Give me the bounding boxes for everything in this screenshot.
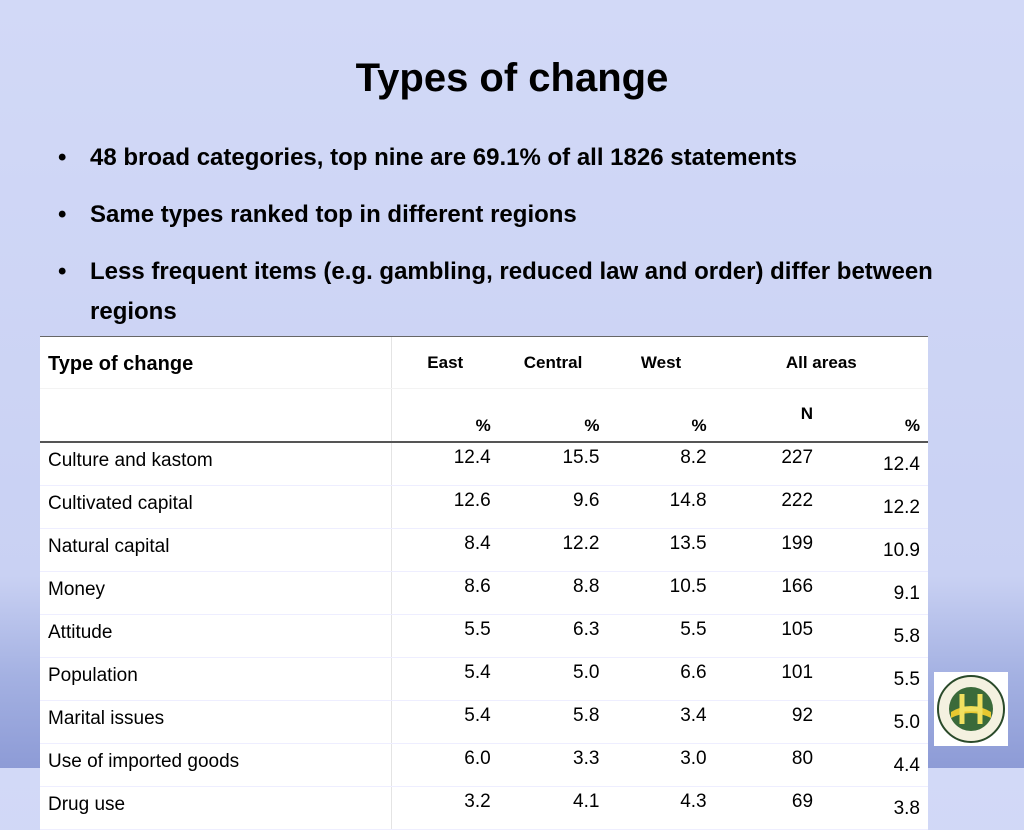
table-row: Cultivated capital 12.6 9.6 14.8 222 12.2 <box>40 485 928 529</box>
table-cell: 12.6 <box>391 485 499 529</box>
table-cell: 4.4 <box>821 743 928 787</box>
table-cell: 6.6 <box>607 657 715 701</box>
table-cell: 227 <box>714 442 822 486</box>
table-cell: 5.8 <box>498 700 608 744</box>
table-cell: 3.2 <box>391 786 499 830</box>
table-cell: 5.4 <box>391 700 499 744</box>
row-label: Drug use <box>40 786 392 830</box>
table-cell: 3.3 <box>498 743 608 787</box>
table-cell: 12.2 <box>821 485 928 529</box>
table-cell: 5.5 <box>607 614 715 658</box>
unit-cell <box>40 388 392 443</box>
header-cell: West <box>607 337 715 389</box>
table-row: Attitude 5.5 6.3 5.5 105 5.8 <box>40 614 928 658</box>
table-cell: 8.6 <box>391 571 499 615</box>
bullet: 48 broad categories, top nine are 69.1% … <box>56 138 996 178</box>
table-cell: 5.4 <box>391 657 499 701</box>
table-cell: 3.4 <box>607 700 715 744</box>
row-label: Natural capital <box>40 528 392 572</box>
table-cell: 166 <box>714 571 822 615</box>
unit-cell: % <box>607 388 715 443</box>
table-cell: 5.0 <box>498 657 608 701</box>
table-row: Population 5.4 5.0 6.6 101 5.5 <box>40 657 928 701</box>
unit-cell: % <box>391 388 499 443</box>
table-cell: 8.2 <box>607 442 715 486</box>
table-row: Culture and kastom 12.4 15.5 8.2 227 12.4 <box>40 442 928 486</box>
row-label: Attitude <box>40 614 392 658</box>
bullet: Same types ranked top in different regio… <box>56 195 996 235</box>
unit-row: %%% N% <box>40 388 928 443</box>
table-cell: 6.3 <box>498 614 608 658</box>
table-cell: 15.5 <box>498 442 608 486</box>
table-row: Drug use 3.2 4.1 4.3 69 3.8 <box>40 786 928 830</box>
unit-cell: N <box>714 388 822 443</box>
table-cell: 92 <box>714 700 822 744</box>
table-cell: 12.4 <box>821 442 928 486</box>
unit-cell: % <box>498 388 608 443</box>
header-cell: East <box>391 337 499 389</box>
bullet: Less frequent items (e.g. gambling, redu… <box>56 252 996 332</box>
table-cell: 4.3 <box>607 786 715 830</box>
data-table: Type of change East Central West All areas%%… <box>40 337 928 830</box>
slide-title: Types of change <box>355 56 669 100</box>
row-label: Use of imported goods <box>40 743 392 787</box>
slide: Types of change 48 broad categories, top… <box>0 0 1024 768</box>
table-cell: 199 <box>714 528 822 572</box>
table-row: Money 8.6 8.8 10.5 166 9.1 <box>40 571 928 615</box>
table-cell: 8.4 <box>391 528 499 572</box>
table-cell: 5.5 <box>821 657 928 701</box>
unit-cell: % <box>821 388 928 443</box>
logo-letter <box>959 694 983 724</box>
table-cell: 12.4 <box>391 442 499 486</box>
row-label: Population <box>40 657 392 701</box>
header-cell: All areas <box>714 337 928 389</box>
table-cell: 13.5 <box>607 528 715 572</box>
table-cell: 5.8 <box>821 614 928 658</box>
header-cell: Central <box>498 337 608 389</box>
table-cell: 6.0 <box>391 743 499 787</box>
table-cell: 10.9 <box>821 528 928 572</box>
table-cell: 69 <box>714 786 822 830</box>
header-cell: Type of change <box>40 337 392 389</box>
table-cell: 8.8 <box>498 571 608 615</box>
table-cell: 222 <box>714 485 822 529</box>
logo <box>934 672 1008 746</box>
table-cell: 10.5 <box>607 571 715 615</box>
table-cell: 5.5 <box>391 614 499 658</box>
table-cell: 9.6 <box>498 485 608 529</box>
table-cell: 5.0 <box>821 700 928 744</box>
table-cell: 101 <box>714 657 822 701</box>
row-label: Culture and kastom <box>40 442 392 486</box>
table-cell: 14.8 <box>607 485 715 529</box>
row-label: Marital issues <box>40 700 392 744</box>
table-cell: 3.8 <box>821 786 928 830</box>
table-row: Marital issues 5.4 5.8 3.4 92 5.0 <box>40 700 928 744</box>
table-row: Use of imported goods 6.0 3.3 3.0 80 4.4 <box>40 743 928 787</box>
header-row: Type of change East Central West All areas <box>40 337 928 389</box>
table-cell: 3.0 <box>607 743 715 787</box>
table-cell: 80 <box>714 743 822 787</box>
table-cell: 12.2 <box>498 528 608 572</box>
bullet-list: 48 broad categories, top nine are 69.1% … <box>56 138 996 349</box>
table-row: Natural capital 8.4 12.2 13.5 199 10.9 <box>40 528 928 572</box>
row-label: Cultivated capital <box>40 485 392 529</box>
table-cell: 9.1 <box>821 571 928 615</box>
row-label: Money <box>40 571 392 615</box>
table-cell: 4.1 <box>498 786 608 830</box>
table-cell: 105 <box>714 614 822 658</box>
